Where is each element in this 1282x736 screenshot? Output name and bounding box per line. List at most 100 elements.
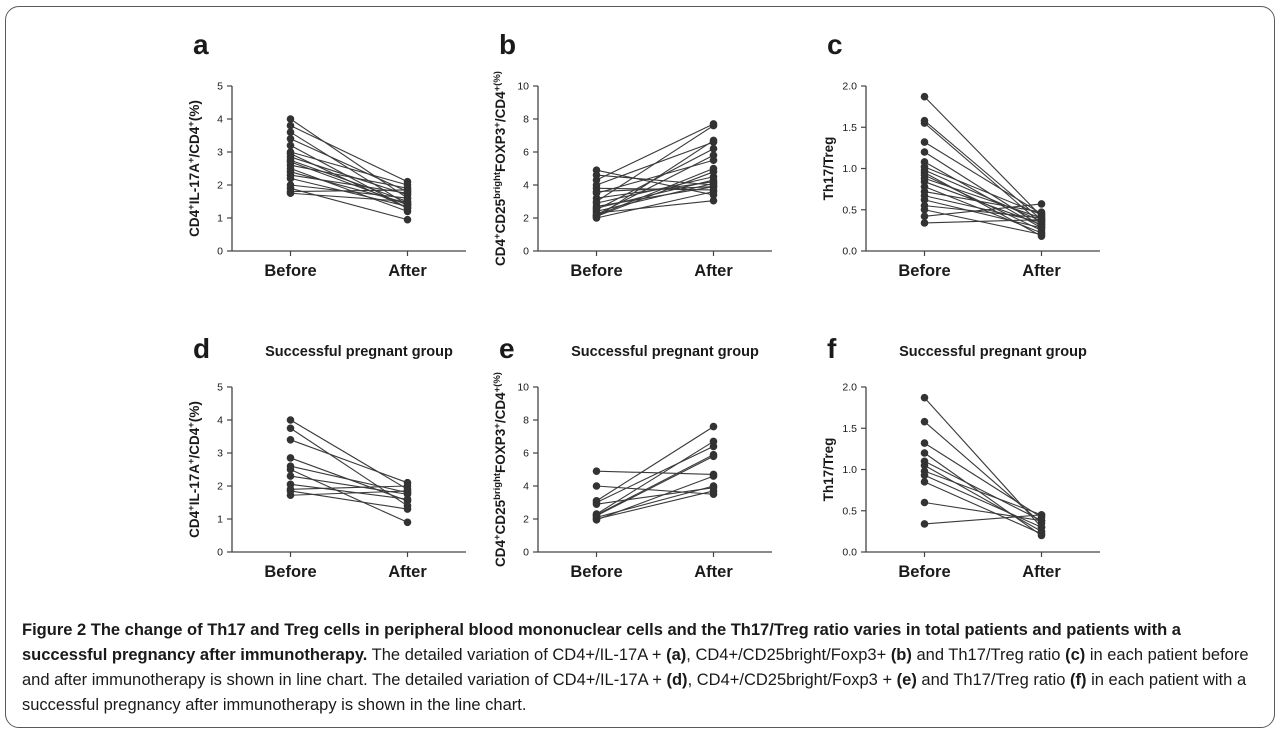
x-tick-label: Before [898,563,950,581]
point-before [592,211,601,220]
patient-line [290,483,408,500]
patient-line [924,177,1042,219]
patient-line [924,203,1042,217]
point-after [709,196,718,205]
point-after [1037,530,1046,538]
caption-panel-ref: (d) [666,671,688,689]
caption-panel-ref: (a) [666,646,687,664]
y-tick-label: 6 [523,448,529,460]
patient-line [924,501,1042,522]
caption-body: The detailed variation of CD4+/IL-17A + … [22,646,1249,714]
y-axis-label: CD4+IL-17A+/CD4+(%) [186,401,203,538]
y-tick-label: 8 [523,114,529,126]
x-tick-label: After [1022,563,1061,581]
point-after [709,450,718,459]
point-before [286,121,295,130]
point-before [920,520,929,528]
y-tick-label: 10 [517,81,529,93]
x-tick-label: Before [570,563,622,581]
panel-label: e [499,333,515,364]
patient-line [290,153,408,209]
patient-line [596,440,714,515]
point-before [286,141,295,150]
point-after [709,121,718,130]
y-tick-label: 5 [217,81,223,93]
patient-line [596,125,714,202]
patient-line [596,167,714,217]
point-before [920,439,929,447]
patient-line [290,485,408,490]
patient-line [290,192,408,203]
y-tick-label: 0.0 [842,547,857,559]
point-before [286,115,295,123]
y-tick-label: 1 [217,514,223,526]
patient-line [924,151,1042,227]
patient-line [596,455,714,517]
y-tick-label: 5 [217,382,223,394]
y-axis-label: CD4+CD25brightFOXP3+/CD4+(%) [492,372,509,567]
patient-line [290,184,408,199]
y-tick-label: 2 [217,180,223,192]
point-before [286,465,295,474]
point-after [709,422,718,431]
caption-panel-ref: (b) [890,646,912,664]
patient-line [924,474,1042,528]
figure-panels: a 0 1 2 3 4 5 Before After CD4+IL-17A+/CD4+(%) b 0 2… [186,29,1100,581]
point-before [592,467,601,475]
patient-line [924,120,1042,221]
point-after [709,182,718,191]
patient-line [596,470,714,475]
y-tick-label: 4 [217,114,223,126]
point-before [592,511,601,519]
point-before [920,393,929,402]
y-tick-label: 2 [523,213,529,225]
patient-line [924,172,1042,237]
point-after [1037,516,1046,525]
point-after [1037,215,1046,224]
patient-line [596,123,714,181]
y-tick-label: 3 [217,448,223,460]
panel-label: a [193,29,209,60]
y-tick-label: 0 [217,547,223,559]
patient-line [596,485,714,495]
patient-line [596,179,714,209]
patient-line [290,125,408,183]
y-tick-label: 2.0 [842,382,857,394]
patient-line [596,191,714,219]
point-after [709,437,718,446]
panel-label: b [499,29,516,60]
point-after [709,487,718,495]
panel-b: b 0 2 4 6 8 10 Before After CD4+CD25brightFOXP3+/… [492,29,772,280]
x-tick-label: After [694,262,733,280]
y-tick-label: 0.5 [842,204,857,216]
point-after [709,164,718,173]
y-tick-label: 2 [217,481,223,493]
patient-line [290,465,408,494]
y-tick-label: 1 [217,213,223,225]
patient-line [924,191,1042,213]
point-before [920,461,929,470]
point-before [286,128,295,136]
patient-line [596,139,714,218]
x-tick-label: After [1022,262,1061,280]
y-tick-label: 1.0 [842,163,857,175]
point-after [1037,232,1046,240]
point-before [592,204,601,212]
patient-line [596,445,714,503]
patient-line [596,186,714,193]
chart-title: Successful pregnant group [265,344,453,360]
patient-line [596,169,714,196]
panel-e: e Successful pregnant group 0 2 4 6 8 10 Before A… [492,333,772,581]
patient-line [924,169,1042,222]
patient-line [290,167,408,212]
point-after [403,518,412,527]
caption-panel-ref: (e) [896,671,917,689]
patient-line [924,470,1042,516]
panel-d: d Successful pregnant group 0 1 2 3 4 5 Before Af… [186,333,466,581]
y-tick-label: 0 [523,246,529,258]
point-before [286,174,295,183]
patient-line [596,475,714,521]
y-tick-label: 6 [523,147,529,159]
panel-a: a 0 1 2 3 4 5 Before After CD4+IL-17A+/CD4+(%) [186,29,466,280]
point-after [403,204,412,212]
